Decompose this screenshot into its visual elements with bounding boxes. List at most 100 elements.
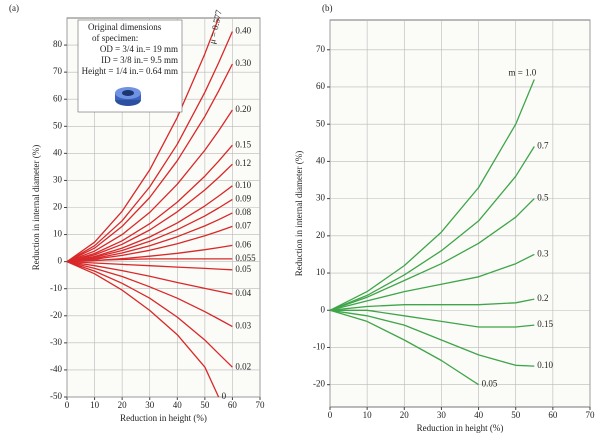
panel-label: (b) — [322, 3, 333, 13]
curve-label: 0.7 — [537, 141, 549, 151]
x-tick-label: 30 — [437, 410, 447, 420]
curve-label: 0 — [222, 391, 227, 401]
y-tick-label: -20 — [50, 310, 62, 320]
x-tick-label: 30 — [145, 400, 155, 410]
curve — [66, 198, 233, 263]
x-tick-label: 50 — [200, 400, 210, 410]
curve-label: 0.40 — [235, 26, 251, 36]
y-tick-label: -20 — [313, 379, 325, 389]
x-axis-label: Reduction in height (%) — [120, 413, 207, 423]
y-tick-label: -10 — [313, 342, 325, 352]
curve — [66, 225, 233, 263]
annotation: OD = 3/4 in.= 19 mm — [100, 44, 178, 54]
curve-label: 0.5 — [537, 193, 549, 203]
y-tick-label: 40 — [53, 147, 63, 157]
ring-icon — [115, 87, 141, 106]
curve — [66, 163, 233, 263]
curve-label: 0.055 — [235, 253, 256, 263]
x-axis-label: Reduction in height (%) — [417, 423, 504, 433]
curve — [66, 260, 233, 295]
curve-label: 0.08 — [235, 207, 251, 217]
x-tick-label: 60 — [548, 410, 558, 420]
curve — [66, 17, 220, 263]
y-tick-label: 30 — [316, 193, 326, 203]
x-tick-label: 70 — [586, 410, 596, 420]
curve — [329, 309, 479, 386]
x-tick-label: 20 — [400, 410, 410, 420]
curve — [329, 79, 535, 311]
curve — [330, 309, 535, 328]
curve — [329, 198, 535, 311]
x-tick-label: 70 — [256, 400, 266, 410]
annotation: Original dimensions — [88, 22, 162, 32]
curve — [329, 146, 535, 311]
curve-label: 0.20 — [235, 104, 251, 114]
x-tick-label: 40 — [474, 410, 484, 420]
curve-label: m = 1.0 — [508, 68, 536, 78]
y-tick-label: 60 — [53, 93, 63, 103]
y-tick-label: 20 — [316, 230, 326, 240]
annotation: of specimen: — [92, 33, 138, 43]
y-tick-label: 80 — [53, 39, 63, 49]
x-tick-label: 50 — [511, 410, 521, 420]
x-tick-label: 10 — [363, 410, 373, 420]
y-tick-label: 70 — [53, 66, 63, 76]
y-tick-label: 40 — [316, 155, 326, 165]
y-tick-label: 30 — [53, 174, 63, 184]
curve — [66, 212, 233, 263]
curve — [66, 258, 233, 263]
x-tick-label: 10 — [90, 400, 100, 410]
x-tick-label: 0 — [328, 410, 333, 420]
curve-label: 0.05 — [235, 264, 251, 274]
curve — [66, 144, 233, 263]
y-tick-label: 70 — [316, 44, 326, 54]
curve-label: 0.04 — [235, 288, 251, 298]
y-tick-label: 50 — [53, 120, 63, 130]
curve — [329, 298, 535, 311]
y-tick-label: 10 — [316, 267, 326, 277]
x-tick-label: 0 — [65, 400, 70, 410]
y-axis-label: Reduction in internal diameter (%) — [294, 151, 304, 276]
curve-label: 0.10 — [537, 360, 553, 370]
y-tick-label: -50 — [50, 391, 62, 401]
curve — [66, 109, 233, 263]
plot-area-b — [329, 19, 591, 408]
x-tick-label: 20 — [118, 400, 128, 410]
y-tick-label: 20 — [53, 202, 63, 212]
y-tick-label: -30 — [50, 337, 62, 347]
curve — [66, 185, 233, 263]
y-tick-label: 50 — [316, 118, 326, 128]
curve — [66, 63, 233, 263]
y-tick-label: 60 — [316, 81, 326, 91]
curve — [66, 260, 233, 368]
x-tick-label: 60 — [228, 400, 238, 410]
curve — [66, 260, 233, 271]
curve-label: 0.30 — [235, 58, 251, 68]
curve — [66, 261, 220, 398]
curve-label: 0.12 — [235, 158, 251, 168]
y-axis-label: Reduction in internal diameter (%) — [31, 145, 41, 270]
x-tick-label: 40 — [173, 400, 183, 410]
curve-label: 0.03 — [235, 321, 251, 331]
curve-label: 0.10 — [235, 180, 251, 190]
curve-label: 0.15 — [537, 319, 553, 329]
annotation: Height = 1/4 in.= 0.64 mm — [82, 66, 178, 76]
curve-label: 0.07 — [235, 221, 251, 231]
curve — [66, 260, 233, 328]
panel-label: (a) — [9, 3, 19, 13]
y-tick-label: -40 — [50, 364, 62, 374]
curve — [329, 253, 535, 311]
y-tick-label: 0 — [321, 304, 326, 314]
curve-label: 0.09 — [235, 193, 251, 203]
y-tick-label: -10 — [50, 283, 62, 293]
curve — [329, 309, 535, 367]
y-tick-label: 0 — [58, 256, 63, 266]
curve-label: 0.02 — [235, 361, 251, 371]
curve — [66, 31, 233, 263]
curve-label: 0.15 — [235, 139, 251, 149]
y-tick-label: 10 — [53, 229, 63, 239]
curve-label: 0.05 — [482, 379, 498, 389]
curve-label: 0.2 — [537, 293, 548, 303]
